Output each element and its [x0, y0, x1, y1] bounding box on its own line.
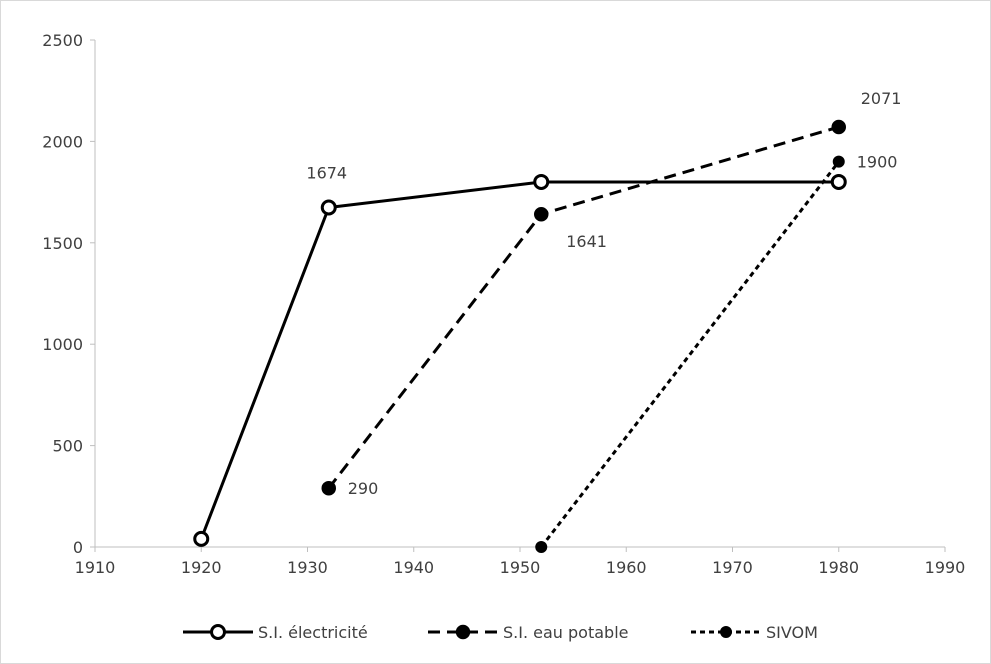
data-label: 1641	[566, 232, 607, 251]
series-line-3	[540, 160, 840, 548]
x-tick-label: 1990	[925, 558, 966, 577]
series-3-point	[535, 541, 548, 553]
legend-marker	[720, 626, 732, 638]
y-tick-label: 500	[52, 437, 83, 456]
series-2-point	[534, 206, 549, 222]
series-line-1	[199, 180, 839, 540]
series-1-point	[320, 199, 337, 216]
data-label: 1900	[857, 153, 898, 172]
x-tick-label: 1960	[606, 558, 647, 577]
y-tick-label: 1500	[42, 234, 83, 253]
x-tick-label: 1950	[500, 558, 541, 577]
series-2-point	[831, 119, 846, 135]
series-3-point	[832, 155, 845, 168]
legend-label: S.I. électricité	[258, 623, 368, 642]
x-tick-label: 1970	[712, 558, 753, 577]
x-tick-label: 1940	[393, 558, 434, 577]
series-1-point	[830, 173, 847, 190]
series-2-point	[321, 480, 336, 496]
legend-item-2: S.I. eau potable	[428, 623, 628, 642]
legend-item-1: S.I. électricité	[183, 623, 368, 642]
series-1-point	[193, 530, 210, 547]
series-1-point	[533, 173, 550, 190]
legend-marker	[455, 624, 471, 640]
x-tick-label: 1910	[75, 558, 116, 577]
y-tick-label: 0	[73, 538, 83, 557]
x-tick-label: 1980	[818, 558, 859, 577]
y-tick-label: 1000	[42, 335, 83, 354]
x-tick-label: 1930	[287, 558, 328, 577]
data-label: 290	[348, 479, 379, 498]
y-tick-label: 2000	[42, 132, 83, 151]
y-tick-label: 2500	[42, 31, 83, 50]
data-label: 2071	[861, 89, 902, 108]
legend-label: S.I. eau potable	[503, 623, 628, 642]
x-tick-label: 1920	[181, 558, 222, 577]
data-label: 1674	[306, 164, 347, 183]
legend-label: SIVOM	[766, 623, 818, 642]
legend-item-3: SIVOM	[691, 623, 818, 642]
legend-marker	[210, 624, 226, 640]
